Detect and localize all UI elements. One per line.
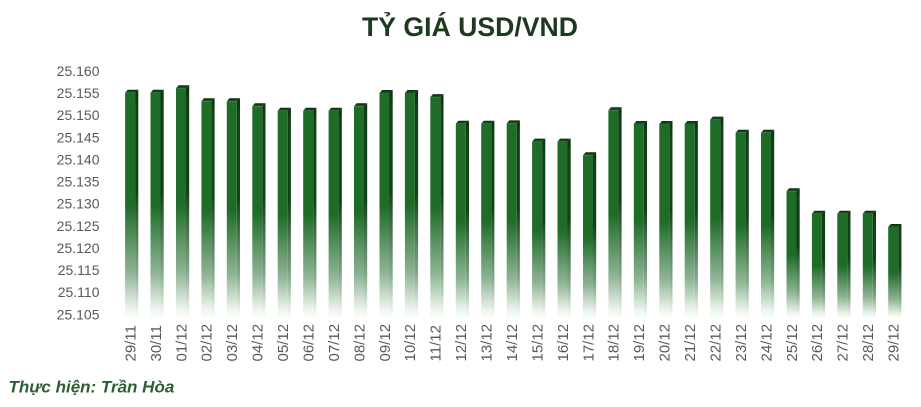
svg-text:18/12: 18/12 — [606, 324, 623, 362]
svg-text:13/12: 13/12 — [479, 324, 496, 362]
svg-text:23/12: 23/12 — [733, 324, 750, 362]
svg-text:01/12: 01/12 — [173, 324, 190, 362]
svg-text:25.125: 25.125 — [57, 218, 100, 234]
svg-text:06/12: 06/12 — [301, 324, 318, 362]
svg-text:25.130: 25.130 — [57, 196, 100, 212]
svg-text:05/12: 05/12 — [275, 324, 292, 362]
svg-text:25.145: 25.145 — [57, 129, 100, 145]
svg-text:25.115: 25.115 — [58, 262, 100, 278]
svg-text:16/12: 16/12 — [555, 324, 572, 362]
svg-text:20/12: 20/12 — [657, 324, 674, 362]
svg-text:08/12: 08/12 — [351, 324, 368, 362]
svg-text:29/12: 29/12 — [886, 324, 903, 362]
svg-text:30/11: 30/11 — [148, 325, 165, 361]
svg-text:15/12: 15/12 — [529, 324, 546, 362]
svg-text:11/12: 11/12 — [428, 325, 445, 361]
svg-text:07/12: 07/12 — [326, 324, 343, 362]
svg-text:25.105: 25.105 — [57, 306, 100, 322]
svg-text:22/12: 22/12 — [708, 324, 725, 362]
svg-text:25/12: 25/12 — [784, 324, 801, 362]
svg-text:27/12: 27/12 — [835, 324, 852, 362]
svg-text:29/11: 29/11 — [122, 325, 139, 361]
svg-text:21/12: 21/12 — [682, 324, 699, 362]
svg-text:14/12: 14/12 — [504, 324, 521, 362]
svg-text:17/12: 17/12 — [580, 324, 597, 362]
svg-text:28/12: 28/12 — [860, 324, 877, 362]
svg-text:25.155: 25.155 — [57, 85, 100, 101]
svg-text:10/12: 10/12 — [402, 324, 419, 362]
svg-text:25.120: 25.120 — [57, 240, 100, 256]
svg-text:25.150: 25.150 — [57, 107, 100, 123]
svg-text:TỶ GIÁ USD/VND: TỶ GIÁ USD/VND — [362, 10, 578, 42]
svg-text:12/12: 12/12 — [453, 324, 470, 362]
svg-text:Thực hiện: Trần Hòa: Thực hiện: Trần Hòa — [9, 378, 175, 397]
svg-text:26/12: 26/12 — [809, 324, 826, 362]
svg-text:25.140: 25.140 — [57, 151, 100, 167]
svg-text:25.135: 25.135 — [57, 174, 100, 190]
svg-text:02/12: 02/12 — [199, 324, 216, 362]
svg-text:25.110: 25.110 — [58, 284, 100, 300]
svg-text:25.160: 25.160 — [57, 63, 100, 79]
svg-text:09/12: 09/12 — [377, 324, 394, 362]
svg-text:24/12: 24/12 — [758, 324, 775, 362]
svg-text:19/12: 19/12 — [631, 324, 648, 362]
svg-text:04/12: 04/12 — [250, 324, 267, 362]
svg-text:03/12: 03/12 — [224, 324, 241, 362]
